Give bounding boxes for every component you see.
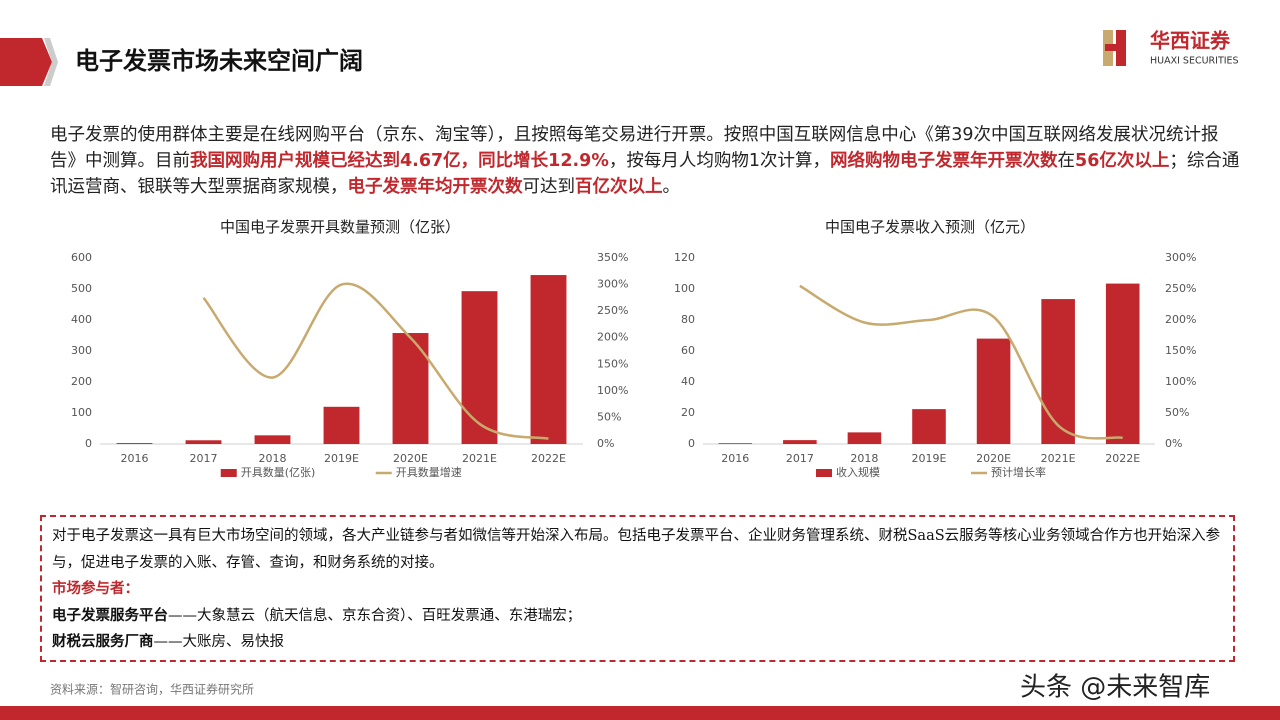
legend-swatch	[220, 469, 237, 477]
growth-line	[799, 284, 1123, 440]
paragraph-segment: 电子发票的使用群体主要是在线网购平台（京东、淘宝等），且按照每笔交易进行开票。按…	[50, 125, 1219, 171]
y-tick-label: 100	[71, 406, 92, 419]
paragraph-segment: ，按每月人均购物1次计算，	[608, 151, 831, 171]
x-tick-label: 2022E	[531, 452, 566, 465]
header-tab	[0, 38, 52, 86]
paragraph-segment: 。	[662, 177, 681, 197]
bar	[1041, 299, 1075, 444]
y2-tick-label: 150%	[597, 357, 628, 370]
item-lead: 电子发票服务平台	[52, 607, 168, 624]
legend-label: 收入规模	[836, 465, 880, 479]
x-tick-label: 2022E	[1105, 452, 1140, 465]
y2-tick-label: 200%	[597, 331, 628, 344]
growth-line	[202, 282, 549, 440]
y2-tick-label: 300%	[1165, 251, 1196, 264]
y2-tick-label: 100%	[1165, 375, 1196, 388]
y2-tick-label: 50%	[1165, 406, 1189, 419]
y-tick-label: 120	[674, 251, 695, 264]
paragraph-segment: 在	[1057, 151, 1076, 171]
source-note: 资料来源：智研咨询，华西证券研究所	[50, 682, 254, 697]
y2-tick-label: 200%	[1165, 313, 1196, 326]
x-tick-label: 2016	[721, 452, 749, 465]
legend-swatch	[816, 469, 832, 477]
bar	[976, 338, 1011, 444]
paragraph-segment: 56亿次以上	[1075, 151, 1170, 171]
bar	[530, 275, 567, 444]
footer-bar	[0, 706, 1280, 720]
y2-tick-label: 250%	[597, 304, 628, 317]
chart-title: 中国电子发票收入预测（亿元）	[825, 218, 1035, 236]
y-tick-label: 300	[71, 344, 92, 357]
logo-sub: HUAXI SECURITIES	[1150, 56, 1239, 67]
y-tick-label: 40	[681, 375, 695, 388]
y2-tick-label: 150%	[1165, 344, 1196, 357]
x-tick-label: 2020E	[976, 452, 1011, 465]
y-tick-label: 100	[674, 282, 695, 295]
paragraph-segment: 可达到	[522, 177, 576, 197]
bar	[847, 432, 882, 444]
chart-title: 中国电子发票开具数量预测（亿张）	[220, 218, 460, 236]
bar	[783, 440, 817, 444]
y2-tick-label: 100%	[597, 384, 628, 397]
x-tick-label: 2017	[786, 452, 814, 465]
paragraph-segment: 百亿次以上	[575, 177, 663, 197]
x-tick-label: 2016	[121, 452, 149, 465]
paragraph-segment: 电子发票年均开票次数	[347, 177, 523, 197]
x-tick-label: 2018	[259, 452, 287, 465]
bar	[392, 333, 429, 444]
header-tab-edge	[44, 38, 58, 86]
bar	[461, 291, 498, 444]
y-tick-label: 20	[681, 406, 695, 419]
y-tick-label: 0	[85, 437, 92, 450]
bar	[912, 409, 946, 444]
bar	[254, 435, 291, 444]
y-tick-label: 400	[71, 313, 92, 326]
legend-label: 预计增长率	[991, 465, 1046, 479]
legend-label: 开具数量增速	[396, 465, 462, 479]
x-tick-label: 2021E	[1041, 452, 1076, 465]
y-tick-label: 80	[681, 313, 695, 326]
x-tick-label: 2019E	[324, 452, 359, 465]
y2-tick-label: 350%	[597, 251, 628, 264]
legend-label: 开具数量(亿张)	[241, 466, 316, 479]
x-tick-label: 2018	[850, 452, 878, 465]
logo-mark	[1105, 44, 1125, 51]
logo-name: 华西证券	[1150, 29, 1231, 53]
paragraph-segment: 网络购物电子发票年开票次数	[830, 151, 1058, 171]
bar	[718, 443, 753, 444]
bar	[1105, 283, 1140, 444]
x-tick-label: 2019E	[912, 452, 947, 465]
y-tick-label: 60	[681, 344, 695, 357]
y2-tick-label: 300%	[597, 278, 628, 291]
y-tick-label: 0	[688, 437, 695, 450]
item-rest: ——大账房、易快报	[153, 634, 285, 650]
y2-tick-label: 250%	[1165, 282, 1196, 295]
box-item: 电子发票服务平台——大象慧云（航天信息、京东合资）、百旺发票通、东港瑞宏；	[52, 604, 581, 625]
box-heading: 市场参与者：	[52, 580, 139, 597]
item-lead: 财税云服务厂商	[52, 633, 154, 650]
y-tick-label: 500	[71, 282, 92, 295]
y2-tick-label: 0%	[597, 437, 614, 450]
y-tick-label: 600	[71, 251, 92, 264]
y2-tick-label: 0%	[1165, 437, 1182, 450]
y-tick-label: 200	[71, 375, 92, 388]
box-intro: 对于电子发票这一具有巨大市场空间的领域，各大产业链参与者如微信等开始深入布局。包…	[52, 528, 1221, 571]
slide-title: 电子发票市场未来空间广阔	[75, 47, 363, 75]
paragraph-segment: 我国网购用户规模已经达到4.67亿，同比增长12.9%	[190, 151, 609, 171]
bar	[185, 440, 222, 444]
x-tick-label: 2017	[190, 452, 218, 465]
item-rest: ——大象慧云（航天信息、京东合资）、百旺发票通、东港瑞宏；	[168, 608, 582, 624]
x-tick-label: 2020E	[393, 452, 428, 465]
intro-paragraph: 电子发票的使用群体主要是在线网购平台（京东、淘宝等），且按照每笔交易进行开票。按…	[50, 122, 1240, 200]
bar	[116, 443, 153, 444]
y2-tick-label: 50%	[597, 410, 621, 423]
bar	[323, 406, 360, 444]
x-tick-label: 2021E	[462, 452, 497, 465]
watermark: 头条 @未来智库	[1020, 673, 1210, 703]
participants-box: 对于电子发票这一具有巨大市场空间的领域，各大产业链参与者如微信等开始深入布局。包…	[40, 515, 1235, 662]
paragraph-segment: ；综合通讯运营商、银联等大型票据商家规模，	[50, 151, 1240, 197]
box-item: 财税云服务厂商——大账房、易快报	[52, 630, 284, 651]
